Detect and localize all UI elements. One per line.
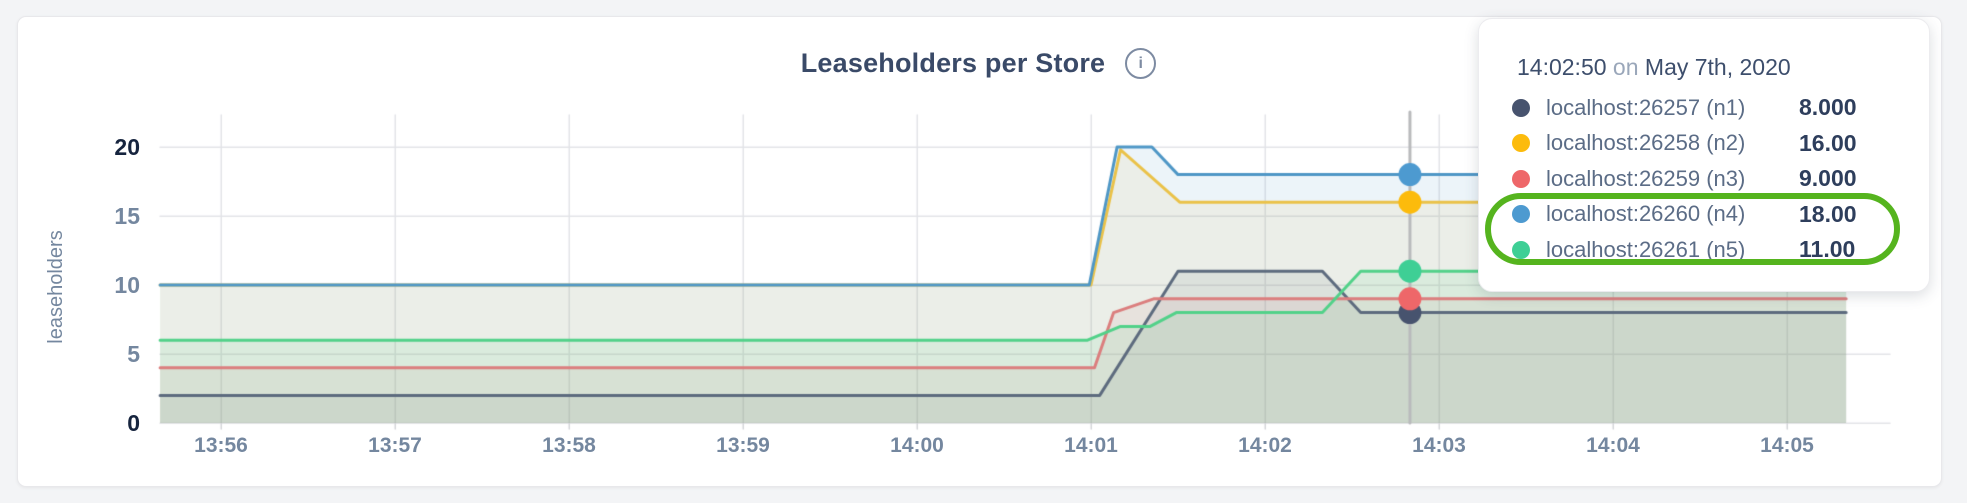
y-tick-label: 20 bbox=[114, 134, 140, 160]
x-tick-label: 14:05 bbox=[1760, 434, 1814, 457]
series-dot bbox=[1512, 134, 1530, 153]
tooltip-row: localhost:26258 (n2) 16.00 bbox=[1479, 126, 1929, 162]
x-tick-label: 13:58 bbox=[542, 434, 596, 457]
series-label: localhost:26260 (n4) bbox=[1546, 201, 1746, 227]
tooltip-rows: localhost:26257 (n1) 8.000 localhost:262… bbox=[1479, 90, 1929, 268]
tooltip-date: May 7th, 2020 bbox=[1644, 54, 1791, 80]
y-axis-label: leaseholders bbox=[45, 230, 67, 344]
tooltip-row: localhost:26257 (n1) 8.000 bbox=[1479, 90, 1929, 126]
series-value: 18.00 bbox=[1799, 200, 1857, 227]
x-tick-label: 13:57 bbox=[368, 434, 422, 457]
tooltip-on-word: on bbox=[1612, 54, 1639, 80]
info-icon[interactable]: i bbox=[1125, 48, 1157, 79]
x-tick-label: 14:00 bbox=[890, 434, 944, 457]
series-dot bbox=[1512, 205, 1530, 224]
x-tick-label: 14:03 bbox=[1412, 434, 1466, 457]
series-value: 9.000 bbox=[1799, 165, 1857, 192]
series-label: localhost:26259 (n3) bbox=[1546, 165, 1746, 191]
series-dot bbox=[1512, 98, 1530, 117]
series-label: localhost:26257 (n1) bbox=[1546, 94, 1746, 120]
x-tick-label: 14:04 bbox=[1586, 434, 1640, 457]
x-tick-label: 14:02 bbox=[1238, 434, 1292, 457]
series-value: 16.00 bbox=[1799, 129, 1857, 156]
tooltip-header: 14:02:50 on May 7th, 2020 bbox=[1517, 53, 1929, 81]
series-label: localhost:26258 (n2) bbox=[1546, 130, 1746, 156]
tooltip-row: localhost:26259 (n3) 9.000 bbox=[1479, 161, 1929, 197]
series-label: localhost:26261 (n5) bbox=[1546, 236, 1746, 262]
y-tick-label: 0 bbox=[127, 410, 140, 436]
y-tick-label: 10 bbox=[114, 272, 140, 298]
tooltip-row: localhost:26260 (n4) 18.00 bbox=[1479, 197, 1929, 233]
series-dot bbox=[1512, 169, 1530, 188]
series-value: 8.000 bbox=[1799, 94, 1857, 121]
x-tick-label: 13:56 bbox=[194, 434, 248, 457]
tooltip-row: localhost:26261 (n5) 11.00 bbox=[1479, 232, 1929, 268]
series-value: 11.00 bbox=[1799, 236, 1856, 263]
y-tick-label: 5 bbox=[127, 341, 140, 367]
tooltip-time: 14:02:50 bbox=[1517, 54, 1607, 80]
x-tick-label: 13:59 bbox=[716, 434, 770, 457]
x-tick-label: 14:01 bbox=[1064, 434, 1118, 457]
series-dot bbox=[1512, 240, 1530, 259]
hover-tooltip: 14:02:50 on May 7th, 2020 localhost:2625… bbox=[1478, 18, 1930, 292]
y-tick-label: 15 bbox=[114, 203, 140, 229]
